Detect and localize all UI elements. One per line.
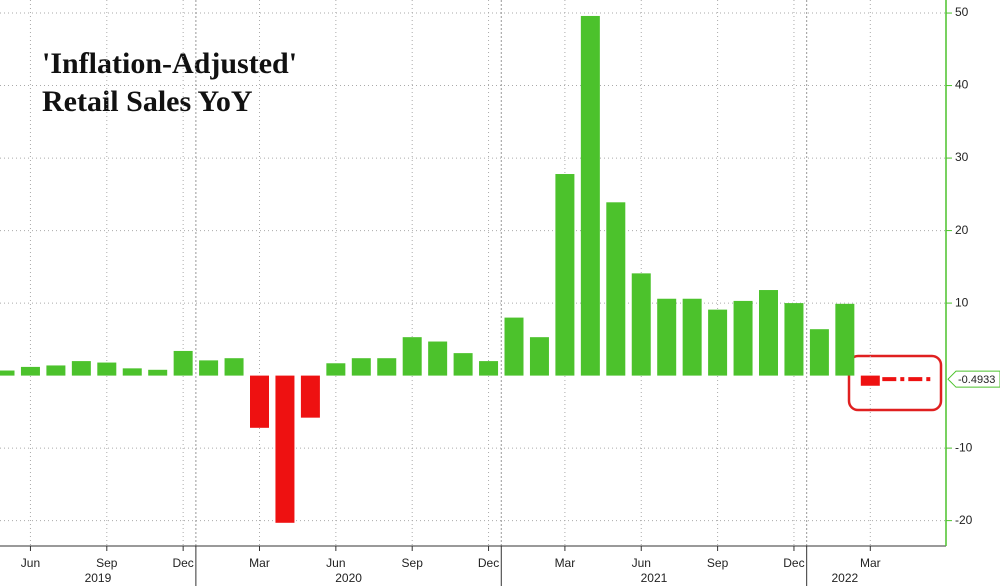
year-label: 2022 [831, 571, 858, 585]
highlight-box [847, 354, 943, 412]
bar [784, 303, 804, 376]
bar [759, 290, 778, 376]
bar [300, 375, 320, 418]
bar [453, 353, 473, 376]
bar [148, 369, 168, 376]
bar [402, 337, 422, 376]
bar [708, 309, 728, 376]
bar [20, 366, 40, 376]
x-tick-label: Sep [96, 556, 118, 570]
bar [224, 358, 244, 376]
bar [555, 174, 575, 376]
y-tick-label: 10 [955, 295, 969, 309]
bar [173, 350, 193, 376]
last-value-tag [947, 370, 1000, 388]
bar [275, 375, 295, 523]
x-tick-label: Dec [172, 556, 193, 570]
bar [122, 368, 142, 376]
year-label: 2021 [641, 571, 668, 585]
y-tick-label: 30 [955, 150, 969, 164]
bar [835, 303, 855, 376]
bar [479, 361, 499, 376]
bar [529, 337, 549, 376]
bar [504, 317, 524, 376]
bar [0, 370, 15, 376]
bar [377, 358, 397, 376]
x-tick-label: Dec [783, 556, 804, 570]
x-tick-label: Jun [632, 556, 651, 570]
bar [428, 341, 448, 376]
bar [733, 300, 753, 376]
x-tick-label: Mar [860, 556, 881, 570]
y-tick-label: 40 [955, 78, 969, 92]
bar [606, 202, 626, 376]
bar [809, 329, 829, 376]
y-tick-label: 20 [955, 223, 969, 237]
x-tick-label: Mar [249, 556, 270, 570]
bar [631, 273, 651, 376]
bar [657, 298, 677, 376]
bar [860, 375, 880, 386]
x-tick-label: Jun [21, 556, 40, 570]
x-tick-label: Dec [478, 556, 499, 570]
y-tick-label: 50 [955, 5, 969, 19]
bar [250, 375, 269, 428]
bar [199, 360, 219, 376]
bar [97, 362, 117, 376]
year-label: 2020 [335, 571, 362, 585]
x-tick-label: Sep [402, 556, 424, 570]
bar [351, 358, 371, 376]
year-label: 2019 [85, 571, 112, 585]
bar [580, 15, 600, 376]
bar [326, 363, 346, 376]
y-tick-label: -10 [955, 440, 973, 454]
chart-subtitle: Retail Sales YoY [42, 85, 253, 118]
x-tick-label: Sep [707, 556, 729, 570]
last-value-label: -0.4933 [958, 374, 995, 386]
y-tick-label: -20 [955, 513, 973, 527]
bar [71, 361, 91, 376]
bar [46, 365, 66, 376]
x-tick-label: Mar [555, 556, 576, 570]
x-tick-label: Jun [326, 556, 345, 570]
bar [682, 298, 702, 376]
chart-title: 'Inflation-Adjusted' [42, 47, 297, 80]
